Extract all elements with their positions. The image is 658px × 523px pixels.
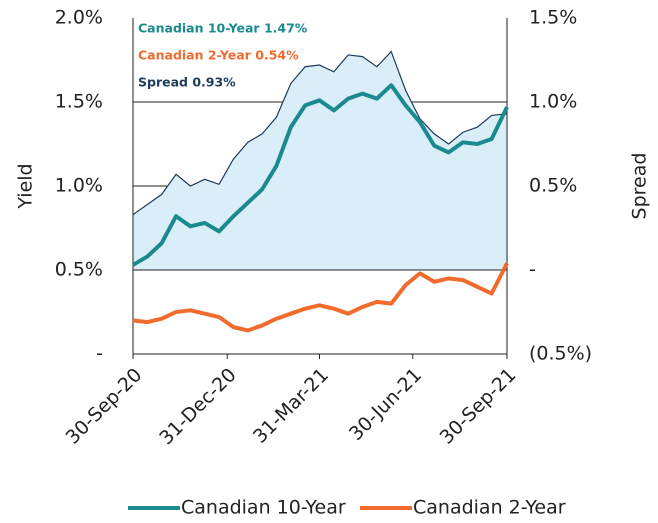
series-line — [132, 262, 509, 333]
annotation: Canadian 10-Year 1.47% — [138, 21, 308, 36]
y2-tick-label: (0.5%) — [529, 343, 592, 365]
x-tick-label: 31-Mar-21 — [249, 364, 333, 448]
legend-label: Canadian 2-Year — [413, 497, 566, 519]
legend-label: Canadian 10-Year — [181, 497, 346, 519]
y2-tick-label: 0.5% — [529, 175, 577, 197]
spread-line — [132, 50, 508, 216]
y2-tick-label: 1.0% — [529, 91, 577, 113]
y-tick-label: - — [96, 343, 103, 365]
x-tick-label: 30-Sep-21 — [436, 364, 521, 449]
y-tick-label: 1.0% — [55, 175, 103, 197]
y-tick-label: 0.5% — [55, 259, 103, 281]
y-tick-label: 2.0% — [55, 7, 103, 29]
y-axis-label: Yield — [15, 163, 37, 209]
x-tick-label: 30-Sep-20 — [62, 364, 147, 449]
y2-tick-label: 1.5% — [529, 7, 577, 29]
y-tick-label: 1.5% — [55, 91, 103, 113]
series-line — [131, 83, 509, 267]
y2-tick-label: - — [529, 259, 536, 281]
y2-axis-label: Spread — [629, 153, 651, 220]
annotation: Spread 0.93% — [138, 75, 236, 90]
annotation: Canadian 2-Year 0.54% — [138, 48, 299, 63]
x-tick-label: 30-Jun-21 — [345, 364, 426, 445]
x-tick-label: 31-Dec-20 — [155, 364, 240, 449]
